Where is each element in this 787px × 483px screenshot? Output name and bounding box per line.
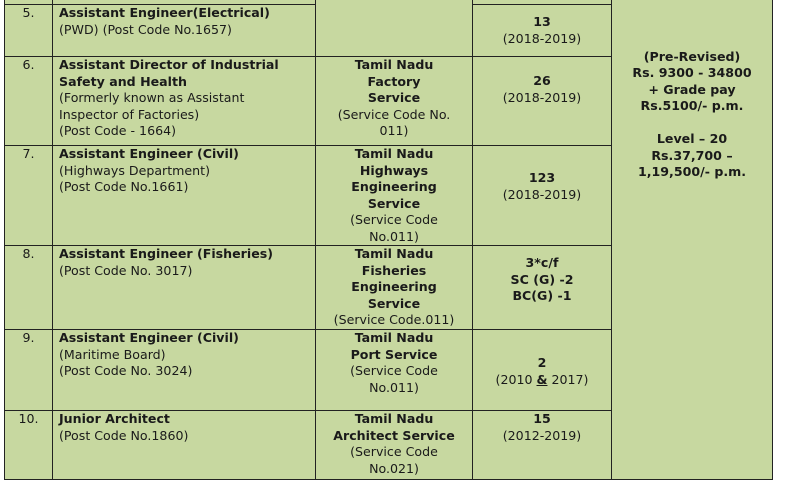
years-end: 2017) <box>547 371 589 387</box>
vacancy-cell: 2 (2010 & 2017) <box>472 329 612 411</box>
service-code: (Service Code No.011) <box>350 212 438 244</box>
post-details: (Post Code No. 3017) <box>59 262 193 278</box>
service-name: Tamil Nadu Factory Service <box>354 57 434 105</box>
post-title: Assistant Engineer (Civil) <box>59 330 239 345</box>
post-title: Junior Architect <box>59 411 170 426</box>
serial-number: 10. <box>4 410 53 480</box>
service-cell <box>315 4 473 57</box>
table-row: 10. Junior Architect (Post Code No.1860)… <box>4 410 773 480</box>
vacancy-count: 123 <box>528 170 556 185</box>
vacancy-count: 15 <box>533 411 551 426</box>
service-code: (Service Code No. 011) <box>337 106 451 139</box>
serial-number: 7. <box>4 145 53 246</box>
vacancy-years: (2010 & 2017) <box>496 372 589 387</box>
vacancy-breakdown: 3*c/f SC (G) -2 BC(G) -1 <box>472 245 612 330</box>
service-code: (Service Code No.021) <box>350 444 438 476</box>
table-row: 9. Assistant Engineer (Civil) (Maritime … <box>4 329 773 411</box>
post-title: Assistant Engineer (Fisheries) <box>59 246 273 261</box>
service-name: Tamil Nadu Fisheries Engineering Service <box>351 246 437 311</box>
post-details: (Highways Department) (Post Code No.1661… <box>59 162 211 195</box>
serial-number: 9. <box>4 329 53 411</box>
service-cell: Tamil Nadu Fisheries Engineering Service… <box>315 245 473 330</box>
vacancy-cell: 26 (2018-2019) <box>472 56 612 146</box>
service-name: Tamil Nadu Highways Engineering Service <box>351 146 437 211</box>
vacancy-cell: 13 (2018-2019) <box>472 4 612 57</box>
serial-number: 5. <box>4 4 53 57</box>
vacancy-years: (2018-2019) <box>502 89 582 105</box>
post-cell: Assistant Engineer(Electrical) (PWD) (Po… <box>52 4 316 57</box>
years-start: (2010 <box>495 371 537 387</box>
post-details: (Post Code No.1860) <box>59 427 189 443</box>
vacancy-years: (2012-2019) <box>502 427 582 443</box>
table-row: 8. Assistant Engineer (Fisheries) (Post … <box>4 245 773 330</box>
vacancy-years: (2018-2019) <box>502 186 582 202</box>
post-details: (PWD) (Post Code No.1657) <box>59 21 232 37</box>
vacancy-count: 26 <box>533 73 551 88</box>
vacancy-count: 13 <box>533 14 551 29</box>
table-row: 6. Assistant Director of Industrial Safe… <box>4 56 773 146</box>
vacancy-count: 2 <box>537 355 547 370</box>
pay-scale: (Pre-Revised) Rs. 9300 - 34800 + Grade p… <box>611 4 773 480</box>
service-cell: Tamil Nadu Highways Engineering Service … <box>315 145 473 246</box>
service-code: (Service Code.011) <box>333 312 455 327</box>
post-cell: Assistant Engineer (Civil) (Highways Dep… <box>52 145 316 246</box>
post-title: Assistant Engineer (Civil) <box>59 146 239 161</box>
service-code: (Service Code No.011) <box>350 363 438 395</box>
service-cell: Tamil Nadu Port Service (Service Code No… <box>315 329 473 411</box>
serial-number: 8. <box>4 245 53 330</box>
post-cell: Assistant Engineer (Fisheries) (Post Cod… <box>52 245 316 330</box>
post-cell: Junior Architect (Post Code No.1860) <box>52 410 316 480</box>
recruitment-table: 5. Assistant Engineer(Electrical) (PWD) … <box>4 0 773 480</box>
vacancy-cell: 123 (2018-2019) <box>472 145 612 246</box>
post-details: (Formerly known as Assistant Inspector o… <box>59 90 245 138</box>
service-cell: Tamil Nadu Architect Service (Service Co… <box>315 410 473 480</box>
service-name: Tamil Nadu Architect Service <box>333 411 455 443</box>
post-title: Assistant Director of Industrial Safety … <box>59 57 279 89</box>
table-row: 7. Assistant Engineer (Civil) (Highways … <box>4 145 773 246</box>
table-row: 5. Assistant Engineer(Electrical) (PWD) … <box>4 4 773 480</box>
years-ampersand: & <box>536 371 548 387</box>
post-title: Assistant Engineer(Electrical) <box>59 5 270 20</box>
vacancy-cell: 15 (2012-2019) <box>472 410 612 480</box>
vacancy-years: (2018-2019) <box>502 30 582 46</box>
post-cell: Assistant Engineer (Civil) (Maritime Boa… <box>52 329 316 411</box>
post-details: (Maritime Board) (Post Code No. 3024) <box>59 346 193 379</box>
serial-number: 6. <box>4 56 53 146</box>
service-name: Tamil Nadu Port Service <box>350 330 438 362</box>
service-cell: Tamil Nadu Factory Service (Service Code… <box>315 56 473 146</box>
post-cell: Assistant Director of Industrial Safety … <box>52 56 316 146</box>
